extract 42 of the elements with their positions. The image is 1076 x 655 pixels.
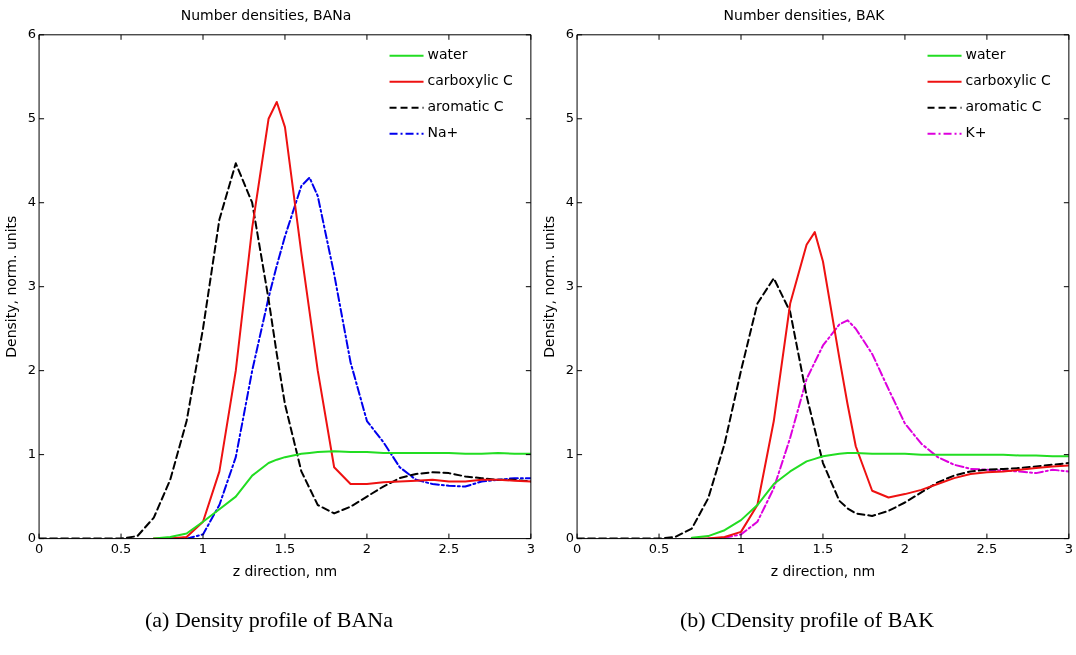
x-tick-label: 2 bbox=[900, 540, 910, 556]
y-tick-label: 3 bbox=[27, 278, 37, 294]
x-tick-label: 3 bbox=[1064, 540, 1074, 556]
chart-title: Number densities, BAK bbox=[723, 7, 886, 24]
y-tick-label: 1 bbox=[565, 446, 575, 462]
text: (b) CDensity profile of BAK bbox=[678, 607, 936, 633]
x-tick-label: 1.5 bbox=[274, 540, 296, 556]
x-tick-label: 1.5 bbox=[812, 540, 834, 556]
y-tick-label: 5 bbox=[27, 110, 37, 126]
x-tick-label: 2 bbox=[362, 540, 372, 556]
legend-label: carboxylic C bbox=[965, 72, 1052, 89]
chart-title: Number densities, BANa bbox=[180, 7, 352, 24]
x-axis-title: z direction, nm bbox=[232, 563, 338, 580]
legend-label: water bbox=[965, 46, 1006, 63]
x-tick-label: 2.5 bbox=[976, 540, 998, 556]
legend-label: K+ bbox=[965, 124, 987, 141]
y-tick-label: 4 bbox=[565, 194, 575, 210]
x-tick-label: 0.5 bbox=[648, 540, 670, 556]
legend-label: aromatic C bbox=[427, 98, 504, 115]
legend-label: carboxylic C bbox=[427, 72, 514, 89]
x-tick-label: 3 bbox=[526, 540, 536, 556]
y-tick-label: 0 bbox=[565, 529, 575, 545]
y-tick-label: 4 bbox=[27, 194, 37, 210]
y-tick-label: 1 bbox=[27, 446, 37, 462]
y-axis-title: Density, norm. units bbox=[3, 215, 20, 358]
x-tick-label: 1 bbox=[198, 540, 208, 556]
x-axis-title: z direction, nm bbox=[770, 563, 876, 580]
y-tick-label: 0 bbox=[27, 529, 37, 545]
x-tick-label: 1 bbox=[736, 540, 746, 556]
y-tick-label: 3 bbox=[565, 278, 575, 294]
x-tick-label: 0.5 bbox=[110, 540, 132, 556]
y-tick-label: 5 bbox=[565, 110, 575, 126]
y-tick-label: 6 bbox=[565, 26, 575, 42]
legend-label: aromatic C bbox=[965, 98, 1042, 115]
legend-label: Na+ bbox=[427, 124, 459, 141]
text: (a) Density profile of BANa bbox=[143, 607, 394, 633]
legend-label: water bbox=[427, 46, 468, 63]
x-tick-label: 2.5 bbox=[438, 540, 460, 556]
y-axis-title: Density, norm. units bbox=[541, 215, 558, 358]
y-tick-label: 2 bbox=[27, 362, 37, 378]
y-tick-label: 2 bbox=[565, 362, 575, 378]
y-tick-label: 6 bbox=[27, 26, 37, 42]
